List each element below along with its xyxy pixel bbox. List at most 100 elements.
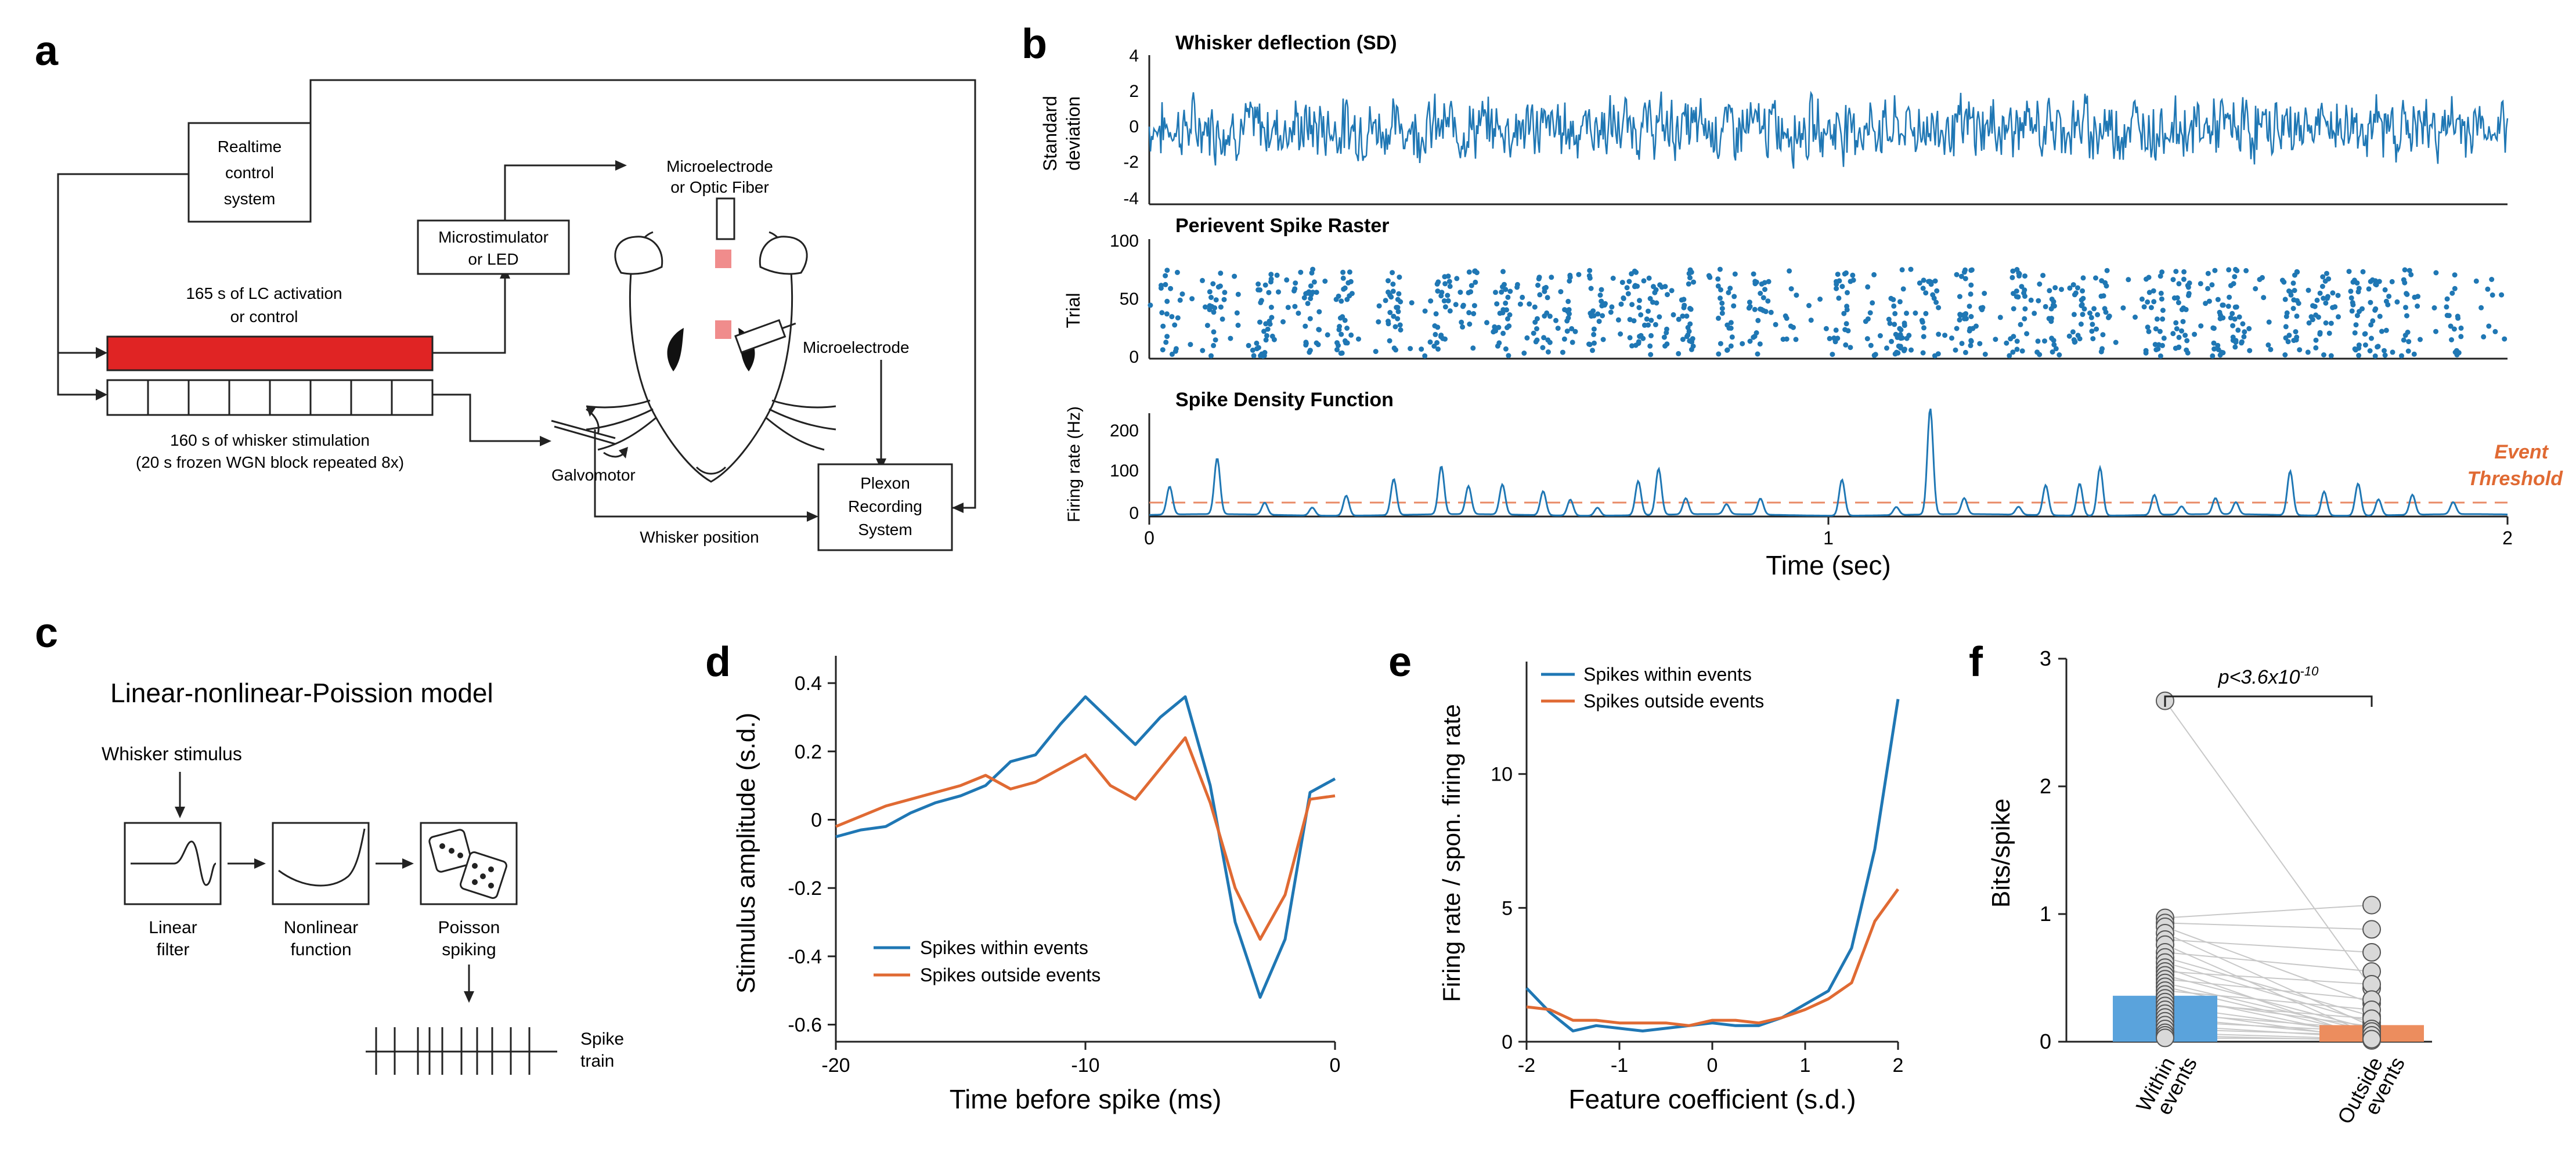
- raster-spike: [1507, 312, 1513, 317]
- raster-spike: [1629, 343, 1635, 349]
- raster-spike: [2366, 286, 2372, 292]
- raster-spike: [1926, 279, 1932, 284]
- deflection-y-ticks: 4 2 0 -2 -4: [1123, 46, 1139, 208]
- model-title: Linear-nonlinear-Poission model: [110, 678, 493, 708]
- raster-spike: [2294, 313, 2300, 319]
- panel-a-letter: a: [35, 28, 59, 74]
- raster-spike: [1877, 333, 1883, 338]
- y-tick-label: 0: [1502, 1031, 1513, 1053]
- raster-spike: [2449, 290, 2455, 296]
- raster-spike: [1933, 299, 1939, 305]
- raster-spike: [2317, 290, 2323, 296]
- raster-spike: [1715, 283, 1721, 289]
- raster-spike: [1431, 344, 1437, 349]
- raster-spike: [1836, 295, 1842, 301]
- raster-spike: [2203, 301, 2209, 306]
- raster-spike: [1904, 310, 1909, 316]
- raster-spike: [1396, 291, 1402, 297]
- raster-spike: [1536, 276, 1542, 281]
- raster-spike: [1679, 297, 1684, 303]
- time-tick-1: 1: [1823, 528, 1834, 548]
- raster-spike: [1676, 316, 1682, 322]
- raster-spike: [2161, 335, 2167, 341]
- raster-spike: [2319, 284, 2325, 289]
- raster-spike: [1962, 267, 1968, 273]
- raster-spike: [1977, 341, 1983, 346]
- raster-spike: [1547, 313, 1553, 319]
- plexon-label-1: Plexon: [860, 474, 910, 492]
- raster-spike: [1957, 317, 1962, 323]
- raster-spike: [1251, 353, 1257, 359]
- raster-spike: [1718, 341, 1723, 346]
- raster-spike: [1719, 300, 1725, 306]
- raster-spike: [2057, 352, 2062, 357]
- poisson-label-1: Poisson: [438, 918, 500, 937]
- raster-spike: [2261, 295, 2267, 301]
- raster-spike: [1627, 335, 1633, 341]
- raster-spike: [1213, 297, 1219, 303]
- raster-spike: [1957, 294, 1962, 299]
- raster-spike: [2389, 279, 2395, 284]
- raster-spike: [1752, 279, 1758, 284]
- raster-spike: [1731, 303, 1737, 309]
- raster-spike: [2070, 282, 2076, 288]
- raster-spike: [1664, 330, 1669, 335]
- raster-spike: [1687, 321, 1693, 327]
- raster-spike: [1942, 333, 1948, 338]
- raster-spike: [2321, 295, 2326, 301]
- raster-spike: [2354, 313, 2360, 319]
- raster-spike: [1228, 335, 1233, 341]
- raster-spike: [2310, 317, 2315, 323]
- raster-spike: [1160, 323, 1166, 329]
- raster-spike: [1517, 301, 1523, 307]
- raster-spike: [2070, 329, 2076, 335]
- raster-spike: [1760, 295, 1766, 301]
- raster-spike: [1217, 283, 1223, 289]
- galvomotor-arrow-2: [619, 447, 628, 458]
- raster-spike: [1303, 323, 1308, 329]
- raster-spike: [2080, 275, 2086, 281]
- raster-spike: [1442, 281, 1448, 287]
- raster-spike: [1900, 286, 1906, 292]
- raster-spike: [1422, 353, 1428, 359]
- d-y-ticks: 0.4 0.2 0 -0.2 -0.4 -0.6: [788, 673, 836, 1036]
- raster-spike: [2139, 296, 2145, 302]
- paired-line: [2164, 990, 2372, 1010]
- raster-spike: [1962, 349, 1968, 355]
- raster-spike: [1632, 284, 1637, 290]
- raster-spike: [1935, 351, 1941, 357]
- raster-spike: [1897, 344, 1903, 349]
- y-tick-label: 2: [2040, 774, 2051, 798]
- raster-spike: [1788, 286, 1794, 292]
- raster-spike: [1596, 319, 1602, 324]
- raster-spike: [2078, 322, 2084, 327]
- raster-spike: [2230, 338, 2236, 343]
- raster-spike: [2368, 322, 2374, 328]
- electrode-top-label-1: Microelectrode: [666, 157, 773, 175]
- raster-spike: [2173, 269, 2179, 275]
- raster-spike: [1590, 348, 1595, 353]
- raster-spike: [1532, 319, 1538, 325]
- raster-spike: [2042, 338, 2047, 344]
- raster-spike: [2268, 346, 2274, 352]
- raster-spike: [1625, 291, 1631, 297]
- raster-spike: [1349, 291, 1355, 297]
- raster-spike: [1235, 323, 1241, 328]
- raster-spike: [2446, 313, 2452, 319]
- raster-spike: [2433, 270, 2439, 276]
- raster-spike: [2035, 338, 2041, 344]
- raster-spike: [2205, 286, 2211, 291]
- raster-spike: [2009, 275, 2015, 280]
- raster-spike: [1390, 288, 1396, 294]
- raster-spike: [2090, 336, 2096, 342]
- raster-spike: [1308, 296, 1314, 301]
- raster-spike: [1920, 319, 1925, 325]
- raster-spike: [2154, 316, 2160, 322]
- raster-spike: [2022, 306, 2028, 312]
- raster-spike: [1545, 349, 1551, 355]
- raster-spike: [1982, 352, 1988, 357]
- raster-spike: [1496, 324, 1502, 330]
- raster-spike: [2016, 273, 2022, 279]
- raster-spike: [1586, 341, 1592, 347]
- raster-spike: [1541, 335, 1547, 341]
